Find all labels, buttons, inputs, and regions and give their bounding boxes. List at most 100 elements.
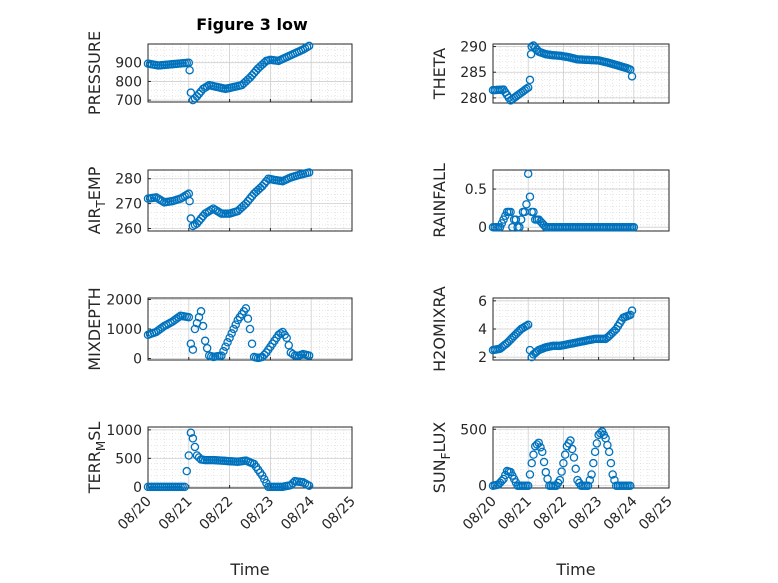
data-point	[569, 453, 579, 462]
y-tick-label: 4	[478, 322, 487, 338]
data-point	[525, 470, 535, 479]
data-point	[186, 339, 196, 349]
data-point	[284, 340, 294, 350]
data-point	[196, 307, 206, 316]
panel-theta: 280 285 290 THETA	[430, 40, 670, 107]
data-point	[192, 219, 202, 228]
x-axis-label: Time	[229, 560, 269, 579]
data-point	[243, 314, 253, 323]
data-point	[627, 306, 637, 315]
data-point	[304, 351, 314, 360]
y-tick-label: 280	[460, 91, 487, 107]
series-h2omixra	[488, 306, 637, 362]
data-point	[525, 75, 535, 85]
y-tick-label: 260	[115, 222, 142, 238]
data-point	[243, 196, 253, 206]
y-axis-label: TERRMSL	[85, 422, 108, 495]
data-point	[223, 338, 232, 347]
y-axis-label: H2OMIXRA	[430, 286, 449, 372]
data-point	[525, 192, 535, 201]
data-point	[192, 92, 202, 101]
data-point	[626, 310, 635, 320]
series-pressure	[143, 41, 314, 105]
data-point	[186, 428, 196, 437]
data-point	[186, 214, 196, 223]
y-tick-label: 0	[133, 480, 142, 496]
figure-title: Figure 3 low	[196, 15, 308, 34]
data-point	[583, 481, 593, 490]
y-tick-label: 2000	[106, 292, 142, 308]
data-point	[529, 450, 538, 459]
axes-box	[147, 43, 353, 103]
series-terr_msl	[143, 428, 314, 492]
data-point	[304, 41, 314, 51]
data-point	[523, 320, 533, 330]
data-point	[245, 194, 255, 203]
y-tick-label: 1000	[106, 322, 142, 338]
y-tick-label: 285	[460, 65, 487, 81]
x-tick-label: 08/22	[197, 494, 237, 534]
data-point	[225, 333, 234, 343]
data-point	[604, 447, 614, 457]
data-point	[206, 205, 216, 215]
data-point	[515, 222, 524, 232]
data-point	[262, 176, 271, 186]
y-tick-label: 1000	[106, 423, 142, 439]
x-tick-label: 08/24	[601, 493, 641, 533]
data-point	[589, 458, 598, 468]
data-point	[560, 450, 570, 459]
data-point	[185, 65, 194, 75]
data-point	[200, 336, 210, 346]
y-tick-label: 0	[478, 479, 487, 495]
y-tick-label: 270	[115, 197, 142, 213]
data-point	[219, 346, 228, 356]
y-tick-label: 700	[115, 93, 142, 109]
data-point	[539, 457, 549, 467]
series-rainfall	[488, 169, 639, 232]
data-point	[527, 458, 536, 468]
data-point	[585, 475, 595, 485]
data-point	[188, 434, 198, 443]
data-point	[529, 207, 538, 217]
data-point	[522, 321, 531, 331]
axes-box	[147, 426, 353, 489]
x-tick-label: 08/22	[530, 494, 570, 534]
panel-pressure: 700 800 900 PRESSURE	[85, 31, 353, 115]
data-point	[626, 481, 635, 490]
y-axis-label: MIXDEPTH	[85, 287, 104, 370]
data-point	[304, 168, 314, 177]
x-axis-label: Time	[555, 560, 595, 579]
data-point	[185, 196, 194, 206]
axes-box	[492, 43, 670, 104]
data-point	[557, 467, 566, 476]
data-point	[221, 342, 230, 351]
y-tick-label: 500	[115, 451, 142, 467]
data-point	[190, 442, 200, 452]
y-axis-label: RAINFALL	[430, 163, 449, 238]
y-tick-label: 0	[133, 352, 142, 368]
data-point	[523, 83, 533, 92]
data-point	[247, 339, 257, 349]
data-point	[522, 200, 531, 209]
y-axis-label: SUNFLUX	[430, 422, 453, 494]
data-point	[276, 329, 285, 338]
panel-sun_flux: 0 500 SUNFLUX 08/2008/2108/2208/2308/2408/2…	[430, 422, 676, 579]
data-point	[536, 443, 545, 452]
y-tick-label: 2	[478, 350, 487, 366]
data-point	[302, 42, 312, 52]
data-point	[627, 72, 637, 81]
series-mixdepth	[143, 304, 314, 363]
panel-h2omixra: 2 4 6 H2OMIXRA	[430, 286, 670, 372]
y-tick-label: 290	[460, 40, 487, 56]
x-tick-label: 08/20	[460, 494, 500, 534]
data-point	[566, 436, 575, 445]
data-point	[523, 169, 533, 179]
data-point	[606, 458, 616, 468]
data-point	[288, 349, 298, 359]
y-tick-label: 0	[478, 220, 487, 236]
data-point	[516, 215, 526, 224]
data-point	[511, 215, 521, 224]
data-point	[559, 458, 568, 468]
